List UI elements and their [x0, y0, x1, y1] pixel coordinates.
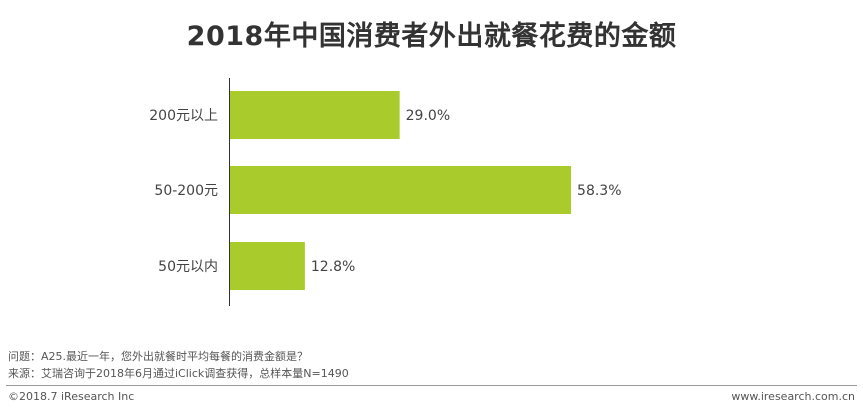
copyright-text: ©2018.7 iResearch Inc [8, 390, 135, 403]
value-label-0: 29.0% [406, 108, 450, 124]
bar-1 [230, 166, 572, 214]
value-label-1: 58.3% [577, 183, 621, 199]
bar-0 [230, 91, 400, 139]
question-note: 问题：A25.最近一年，您外出就餐时平均每餐的消费金额是？ [8, 350, 309, 363]
value-label-2: 12.8% [311, 259, 355, 275]
category-label-2: 50元以内 [158, 259, 218, 275]
category-label-0: 200元以上 [149, 108, 218, 124]
category-label-1: 50-200元 [154, 183, 218, 199]
chart-title: 2018年中国消费者外出就餐花费的金额 [186, 21, 677, 52]
website-link[interactable]: www.iresearch.com.cn [731, 390, 855, 403]
source-note: 来源：艾瑞咨询于2018年6月通过iClick调查获得，总样本量N=1490 [8, 367, 349, 380]
bar-2 [230, 242, 305, 290]
footer-divider [6, 385, 857, 386]
